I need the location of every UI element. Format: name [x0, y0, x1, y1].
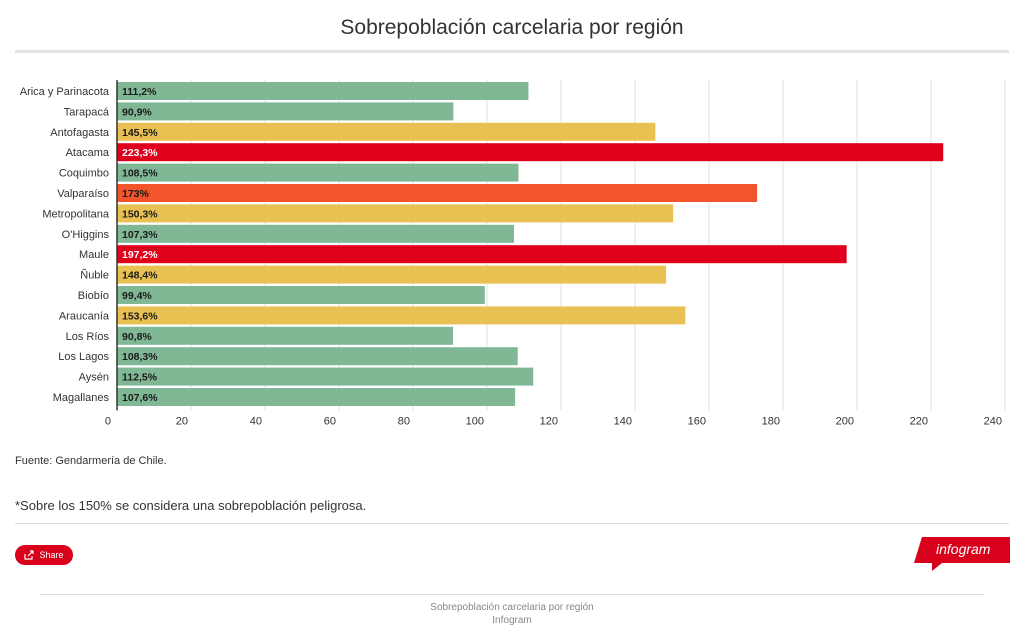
- category-label: Biobío: [78, 290, 109, 302]
- bar: [117, 388, 516, 406]
- bar: [117, 306, 686, 325]
- category-label: Coquimbo: [59, 168, 109, 180]
- bar: [117, 82, 529, 100]
- bar: [117, 204, 674, 223]
- data-label: 108,5%: [122, 168, 158, 180]
- category-label: Tarapacá: [64, 106, 110, 118]
- infogram-logo-text: infogram: [936, 541, 991, 557]
- share-label: Share: [39, 550, 64, 560]
- footer-divider: [40, 594, 984, 595]
- x-tick-label: 80: [398, 415, 410, 427]
- category-label: Los Lagos: [58, 351, 109, 363]
- section-divider: [15, 523, 1009, 524]
- x-tick-label: 0: [105, 415, 111, 427]
- category-label: Araucanía: [59, 310, 110, 322]
- category-label: O'Higgins: [62, 229, 110, 241]
- footer-title: Sobrepoblación carcelaria por región: [430, 602, 594, 613]
- category-label: Aysén: [79, 372, 109, 384]
- bar: [117, 102, 454, 121]
- bar-chart: 0 20 40 60 80 100 120 140 160 180 200 220 240 Arica y…: [20, 80, 1006, 427]
- bar: [117, 286, 485, 304]
- data-label: 150,3%: [122, 208, 158, 220]
- data-label: 90,9%: [122, 106, 152, 118]
- category-label: Metropolitana: [42, 208, 110, 220]
- data-label: 145,5%: [122, 127, 158, 139]
- category-label: Atacama: [66, 147, 110, 159]
- data-label: 108,3%: [122, 351, 158, 363]
- bar: [117, 224, 515, 243]
- infogram-logo[interactable]: infogram: [914, 537, 1010, 573]
- bar: [117, 326, 453, 345]
- infogram-logo-shape: [914, 537, 1010, 571]
- data-label: 90,8%: [122, 331, 152, 343]
- data-label: 197,2%: [122, 249, 158, 261]
- category-label: Ñuble: [80, 269, 109, 282]
- share-button[interactable]: Share: [15, 545, 73, 565]
- data-label: 99,4%: [122, 290, 152, 302]
- data-label: 153,6%: [122, 310, 158, 322]
- bar: [117, 143, 944, 162]
- category-label: Antofagasta: [50, 127, 110, 139]
- category-label: Los Ríos: [66, 331, 110, 343]
- x-tick-label: 160: [688, 415, 706, 427]
- data-label: 112,5%: [122, 372, 158, 384]
- title-divider: [15, 50, 1009, 53]
- source-note: Fuente: Gendarmería de Chile.: [15, 455, 167, 467]
- x-tick-label: 140: [614, 415, 632, 427]
- data-label: 111,2%: [122, 86, 157, 98]
- x-tick-label: 200: [836, 415, 854, 427]
- category-label: Magallanes: [53, 392, 110, 404]
- x-tick-label: 20: [176, 415, 188, 427]
- category-label: Maule: [79, 249, 109, 261]
- x-tick-label: 100: [466, 415, 484, 427]
- category-label: Arica y Parinacota: [20, 86, 110, 98]
- footnote: *Sobre los 150% se considera una sobrepo…: [15, 498, 367, 513]
- x-tick-label: 40: [250, 415, 262, 427]
- x-tick-label: 240: [984, 415, 1002, 427]
- x-tick-label: 180: [762, 415, 780, 427]
- x-tick-label: 120: [540, 415, 558, 427]
- bar: [117, 367, 534, 386]
- bar: [117, 265, 667, 284]
- data-label: 173%: [122, 188, 150, 200]
- bar: [117, 184, 758, 202]
- chart-title: Sobrepoblación carcelaria por región: [340, 16, 684, 39]
- data-label: 107,6%: [122, 392, 158, 404]
- x-tick-label: 60: [324, 415, 336, 427]
- bar: [117, 245, 847, 264]
- data-label: 107,3%: [122, 229, 158, 241]
- data-label: 148,4%: [122, 270, 158, 282]
- data-label: 223,3%: [122, 147, 158, 159]
- bar: [117, 122, 656, 141]
- category-label: Valparaíso: [57, 188, 109, 200]
- bar: [117, 347, 518, 366]
- x-tick-label: 220: [910, 415, 928, 427]
- bar: [117, 163, 519, 182]
- share-icon: [24, 550, 35, 560]
